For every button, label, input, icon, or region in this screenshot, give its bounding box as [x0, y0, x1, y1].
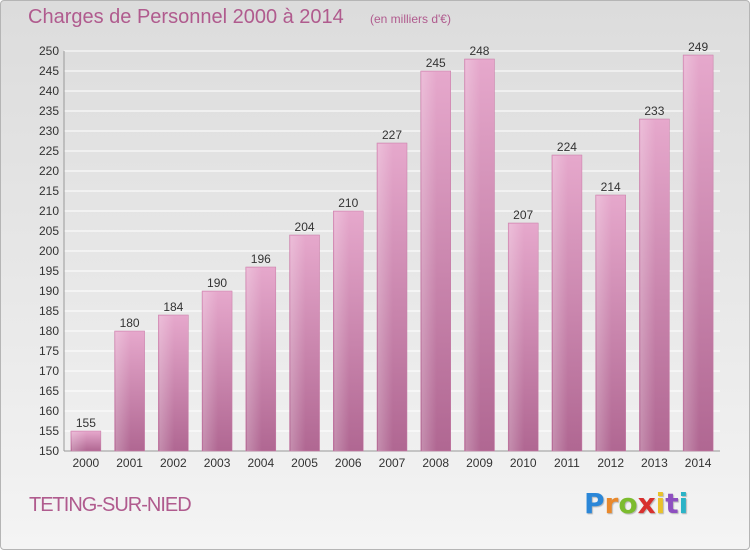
data-label: 227: [382, 128, 402, 142]
bar-highlight: [509, 224, 525, 451]
y-tick-label: 150: [39, 444, 59, 458]
y-tick-label: 195: [39, 264, 59, 278]
x-tick-label: 2014: [685, 456, 712, 470]
data-label: 224: [557, 140, 577, 154]
data-label: 233: [644, 104, 664, 118]
chart-title: Charges de Personnel 2000 à 2014: [28, 6, 344, 28]
x-tick-label: 2013: [641, 456, 668, 470]
data-label: 214: [601, 180, 621, 194]
data-label: 245: [426, 56, 446, 70]
bar-highlight: [71, 432, 87, 451]
x-tick-label: 2009: [466, 456, 493, 470]
bar-highlight: [115, 332, 131, 451]
y-tick-label: 210: [39, 204, 59, 218]
logo-letter: t: [665, 487, 679, 520]
data-label: 210: [338, 196, 358, 210]
y-tick-label: 155: [39, 424, 59, 438]
y-tick-label: 235: [39, 104, 59, 118]
y-tick-label: 200: [39, 244, 59, 258]
bar-highlight: [290, 236, 306, 451]
y-tick-label: 175: [39, 344, 59, 358]
x-tick-label: 2006: [335, 456, 362, 470]
y-tick-label: 230: [39, 124, 59, 138]
x-tick-label: 2010: [510, 456, 537, 470]
commune-name: TETING-SUR-NIED: [29, 494, 192, 516]
y-tick-label: 185: [39, 304, 59, 318]
y-tick-label: 240: [39, 84, 59, 98]
logo-letter: P: [584, 487, 605, 520]
x-tick-label: 2007: [379, 456, 406, 470]
y-tick-label: 165: [39, 384, 59, 398]
x-tick-label: 2002: [160, 456, 187, 470]
bar-highlight: [203, 292, 219, 451]
y-tick-label: 180: [39, 324, 59, 338]
y-tick-label: 190: [39, 284, 59, 298]
logo-letter: x: [637, 487, 656, 520]
data-label: 190: [207, 276, 227, 290]
x-tick-label: 2011: [554, 456, 580, 470]
x-tick-label: 2001: [116, 456, 143, 470]
x-tick-label: 2012: [597, 456, 624, 470]
data-label: 196: [251, 252, 271, 266]
bar-highlight: [378, 144, 393, 451]
x-tick-label: 2008: [422, 456, 449, 470]
data-label: 248: [469, 44, 489, 58]
y-tick-label: 160: [39, 404, 59, 418]
bar-highlight: [640, 120, 656, 451]
bar-highlight: [246, 268, 262, 451]
data-label: 180: [120, 316, 140, 330]
bar-highlight: [421, 72, 437, 451]
logo-letter: i: [678, 487, 689, 520]
y-tick-label: 205: [39, 224, 59, 238]
proxiti-logo: Proxiti: [584, 487, 688, 520]
bar-highlight: [465, 60, 481, 451]
y-tick-label: 225: [39, 144, 59, 158]
y-tick-label: 245: [39, 64, 59, 78]
y-tick-label: 215: [39, 184, 59, 198]
bar-highlight: [334, 212, 350, 451]
logo-letter: r: [604, 487, 619, 520]
data-label: 249: [688, 40, 708, 54]
bar-highlight: [596, 196, 612, 451]
data-label: 155: [76, 416, 96, 430]
data-label: 204: [295, 220, 315, 234]
logo-letter: i: [655, 487, 666, 520]
chart-subtitle: (en milliers d'€): [370, 12, 451, 26]
data-label: 184: [163, 300, 183, 314]
y-tick-label: 170: [39, 364, 59, 378]
x-tick-label: 2003: [204, 456, 231, 470]
x-tick-label: 2000: [73, 456, 100, 470]
bar-highlight: [684, 56, 700, 451]
x-tick-label: 2005: [291, 456, 318, 470]
x-tick-label: 2004: [247, 456, 274, 470]
bar-highlight: [159, 316, 175, 451]
y-tick-label: 250: [39, 44, 59, 58]
y-tick-label: 220: [39, 164, 59, 178]
bar-highlight: [552, 156, 568, 451]
logo-letter: o: [618, 487, 638, 520]
data-label: 207: [513, 208, 533, 222]
